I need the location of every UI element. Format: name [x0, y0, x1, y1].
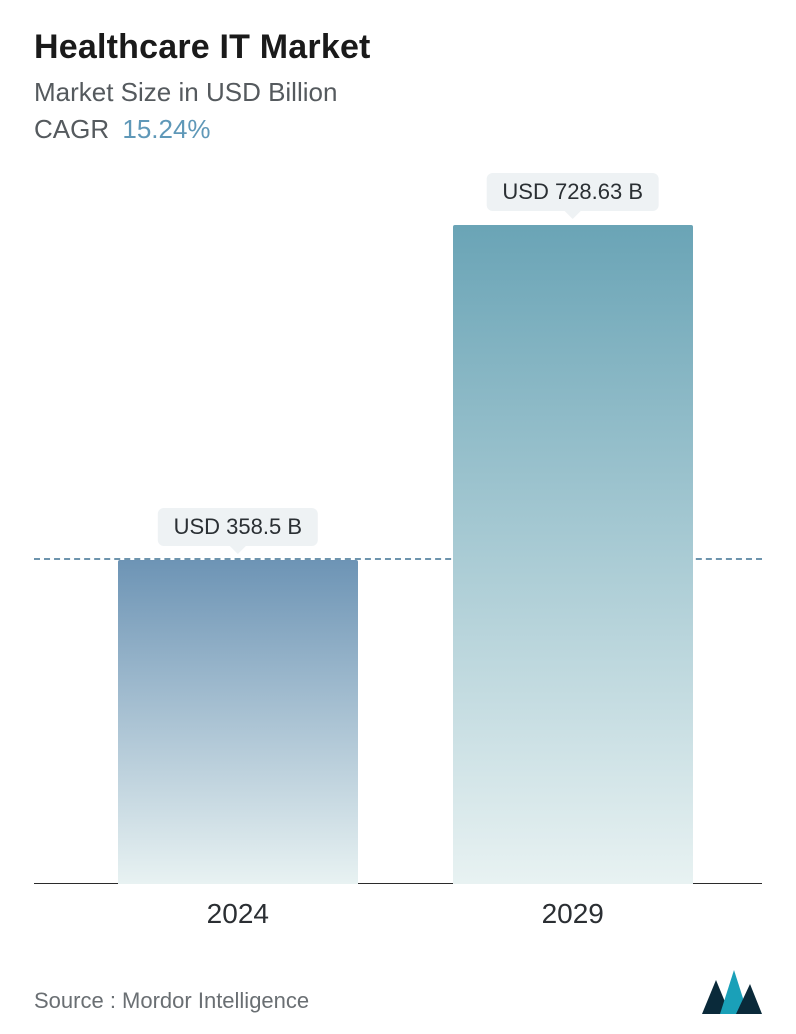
x-tick-label: 2029 [542, 898, 604, 930]
cagr-value: 15.24% [122, 114, 210, 144]
footer: Source : Mordor Intelligence [34, 954, 762, 1014]
bar [118, 560, 358, 884]
cagr-label: CAGR [34, 114, 109, 144]
x-tick-label: 2024 [207, 898, 269, 930]
chart-subtitle: Market Size in USD Billion [34, 77, 762, 108]
brand-logo-icon [702, 970, 762, 1014]
value-pill: USD 358.5 B [158, 508, 318, 546]
bar [453, 225, 693, 884]
chart-card: Healthcare IT Market Market Size in USD … [0, 0, 796, 1034]
header: Healthcare IT Market Market Size in USD … [34, 28, 762, 145]
value-pill: USD 728.63 B [486, 173, 659, 211]
bar-group: USD 358.5 B [118, 560, 358, 884]
cagr-line: CAGR 15.24% [34, 114, 762, 145]
source-text: Source : Mordor Intelligence [34, 988, 309, 1014]
plot-region: USD 358.5 B USD 728.63 B [34, 165, 762, 884]
chart-title: Healthcare IT Market [34, 28, 762, 67]
bar-group: USD 728.63 B [453, 225, 693, 884]
x-axis-labels: 2024 2029 [34, 884, 762, 954]
chart-area: USD 358.5 B USD 728.63 B 2024 2029 [34, 165, 762, 954]
